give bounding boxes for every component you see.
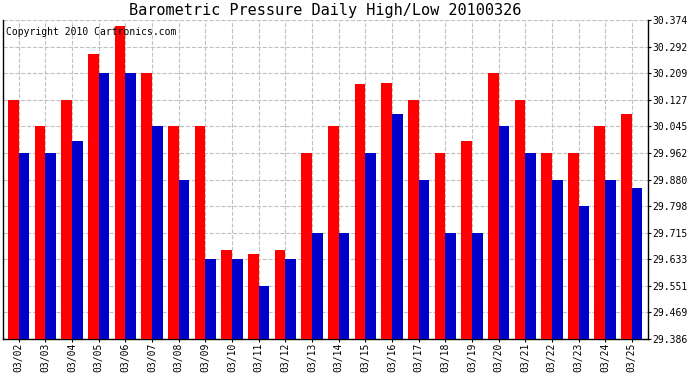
Bar [8,100,19,339]
Bar [46,153,56,339]
Bar [541,153,552,339]
Bar [621,114,632,339]
Bar [365,153,376,339]
Bar [578,206,589,339]
Bar [312,232,323,339]
Bar [34,126,46,339]
Bar [285,259,296,339]
Bar [408,100,419,339]
Bar [568,153,578,339]
Bar [195,126,206,339]
Bar [339,232,349,339]
Bar [525,153,536,339]
Bar [141,74,152,339]
Bar [445,232,456,339]
Bar [61,100,72,339]
Bar [355,84,365,339]
Bar [488,74,499,339]
Bar [632,188,642,339]
Bar [259,285,269,339]
Bar [605,180,615,339]
Text: Copyright 2010 Cartronics.com: Copyright 2010 Cartronics.com [6,27,177,37]
Bar [472,232,482,339]
Title: Barometric Pressure Daily High/Low 20100326: Barometric Pressure Daily High/Low 20100… [129,3,522,18]
Bar [248,254,259,339]
Bar [232,259,243,339]
Bar [435,153,445,339]
Bar [19,153,30,339]
Bar [382,83,392,339]
Bar [499,126,509,339]
Bar [552,180,562,339]
Bar [179,180,189,339]
Bar [88,54,99,339]
Bar [168,126,179,339]
Bar [206,259,216,339]
Bar [221,251,232,339]
Bar [461,141,472,339]
Bar [328,126,339,339]
Bar [115,26,126,339]
Bar [302,153,312,339]
Bar [72,141,83,339]
Bar [99,74,110,339]
Bar [126,74,136,339]
Bar [152,126,163,339]
Bar [275,251,285,339]
Bar [515,100,525,339]
Bar [419,180,429,339]
Bar [595,126,605,339]
Bar [392,114,402,339]
